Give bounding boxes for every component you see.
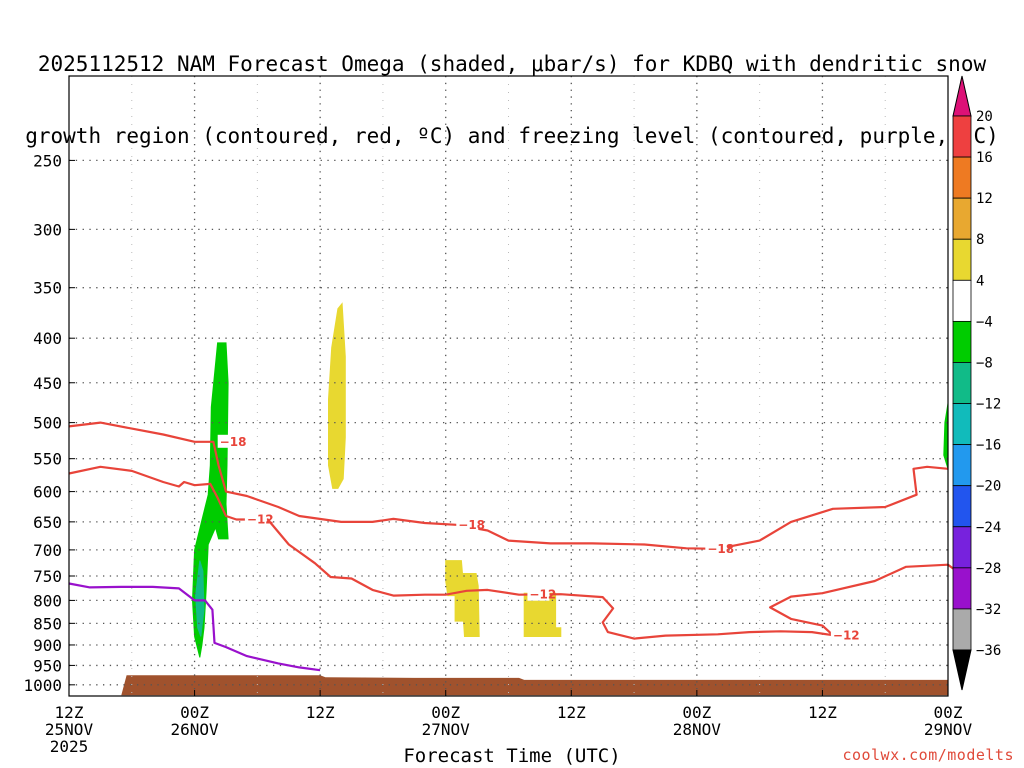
colorbar-label-0: 20 [976,109,993,125]
colorbar-swatch-2 [952,197,972,240]
colorbar: 20 16 12 8 4 −4 −8 −12 −16 −20 −24 −28 −32 −36 [952,75,1001,691]
y-tick-label-250: 250 [33,151,62,170]
colorbar-label-8: −16 [976,438,1001,454]
y-tick-label-450: 450 [33,374,62,393]
colorbar-label-10: −24 [976,520,1001,536]
colorbar-swatch-10 [952,526,972,569]
contour-label-bg-dgz-18-1 [456,517,479,531]
colorbar-label-1: 16 [976,150,993,166]
colorbar-swatch-6 [952,362,972,404]
shaded-region-teal-core [195,560,205,637]
colorbar-label-13: −36 [976,643,1001,659]
colorbar-swatch-1 [952,156,972,199]
colorbar-label-12: −32 [976,602,1001,618]
contour-dgz-12 [68,465,958,640]
colorbar-swatch-0 [952,115,972,158]
colorbar-label-6: −8 [976,355,993,371]
colorbar-label-3: 8 [976,232,984,248]
colorbar-label-4: 4 [976,273,984,289]
x-tick-label-48-0: 12Z [557,703,586,722]
y-tick-label-850: 850 [33,614,62,633]
colorbar-label-7: −12 [976,397,1001,413]
omega-shading-layer [191,302,949,658]
colorbar-swatch-3 [952,238,972,281]
y-tick-label-500: 500 [33,414,62,433]
colorbar-label-11: −28 [976,561,1001,577]
x-tick-label-12-0: 00Z [180,703,209,722]
colorbar-swatch-4 [952,279,972,322]
contour-label-bg-dgz-12-2 [830,628,853,642]
contour-label-bg-dgz-12-1 [527,587,550,601]
shaded-region-yellow-upper [328,302,346,489]
y-tick-label-400: 400 [33,329,62,348]
y-tick-label-350: 350 [33,279,62,298]
contour-label-bg-dgz-18-2 [705,541,728,555]
terrain-layer [69,675,948,696]
x-tick-label-60-0: 00Z [682,703,711,722]
contour-label-bg-dgz-18-0 [217,434,240,448]
y-tick-label-900: 900 [33,636,62,655]
title-line-2: growth region (contoured, red, ºC) and f… [25,124,999,148]
x-tick-label-0-1: 25NOV [45,720,94,739]
colorbar-swatch-7 [952,403,972,446]
contour-label-dgz-18-0: −18 [220,435,247,449]
title-line-1: 2025112512 NAM Forecast Omega (shaded, μ… [37,52,987,76]
y-tick-label-800: 800 [33,591,62,610]
contour-label-dgz-12-1: −12 [529,588,556,602]
x-tick-label-72-0: 12Z [808,703,837,722]
x-tick-label-0-2: 2025 [50,737,89,756]
colorbar-swatch-11 [952,567,972,610]
x-tick-label-36-1: 27NOV [422,720,471,739]
y-tick-label-750: 750 [33,567,62,586]
shaded-region-yellow-lower-a [445,560,480,637]
x-tick-label-84-1: 29NOV [924,720,973,739]
x-tick-label-36-0: 00Z [431,703,460,722]
colorbar-label-9: −20 [976,479,1001,495]
x-tick-label-84-0: 00Z [934,703,963,722]
y-tick-label-600: 600 [33,483,62,502]
colorbar-swatch-8 [952,444,972,487]
plot-frame [68,75,949,697]
colorbar-swatch-5 [952,320,972,363]
x-tick-label-60-1: 28NOV [673,720,722,739]
x-axis-label: Forecast Time (UTC) [403,745,621,767]
colorbar-top-arrow [952,75,972,117]
credit-link[interactable]: coolwx.com/modelts [842,746,1014,764]
colorbar-label-5: −4 [976,314,993,330]
y-tick-label-950: 950 [33,656,62,675]
x-tick-label-0-0: 12Z [55,703,84,722]
chart-title: 2025112512 NAM Forecast Omega (shaded, μ… [0,4,1024,172]
contour-freezing-level [68,582,321,672]
axes-layer: 250 300 350 400 450 500 550 600 650 700 750 800 850 9… [23,75,973,756]
x-tick-label-12-1: 26NOV [170,720,219,739]
y-tick-label-550: 550 [33,450,62,469]
contour-dgz-18 [68,421,949,550]
y-tick-label-650: 650 [33,513,62,532]
contour-label-dgz-18-2: −18 [707,542,734,556]
contour-label-dgz-12-0: −12 [247,513,274,527]
colorbar-label-2: 12 [976,191,993,207]
y-tick-label-300: 300 [33,220,62,239]
contour-label-bg-dgz-12-0 [244,512,267,526]
contour-label-dgz-12-2: −12 [833,629,860,643]
colorbar-swatch-9 [952,485,972,528]
colorbar-bottom-arrow [952,649,972,691]
y-tick-label-700: 700 [33,541,62,560]
contour-label-dgz-18-1: −18 [458,518,485,532]
y-tick-label-1000: 1000 [23,676,62,695]
x-tick-label-24-0: 12Z [306,703,335,722]
terrain-fill [69,675,948,696]
colorbar-swatch-12 [952,608,972,651]
contour-layer: −18 −18 −18 −12 −12 −12 [68,421,958,672]
